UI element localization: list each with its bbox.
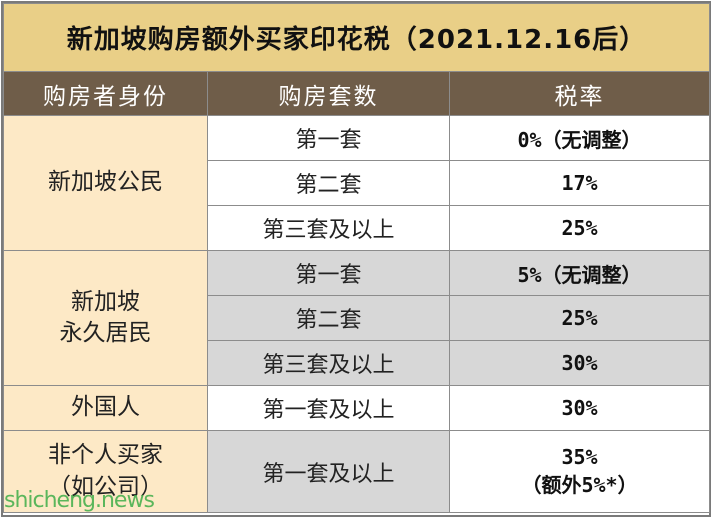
header-row: 购房者身份 购房套数 税率 [3, 71, 711, 116]
rate-cell: 30% [448, 385, 711, 431]
table-row: 第三套及以上 30% [4, 340, 711, 386]
rate-cell: 0%（无调整） [448, 115, 711, 161]
table-row: 非个人买家 （如公司） 第一套及以上 35% （额外5%*） [3, 430, 711, 513]
count-cell: 第三套及以上 [207, 205, 450, 251]
rate-line: 35% [561, 445, 598, 469]
title-row: 新加坡购房额外买家印花税（2021.12.16后） [2, 3, 711, 72]
identity-line: （如公司） [48, 473, 163, 500]
table-row: 第二套 17% [4, 160, 711, 206]
table-row: 第二套 25% [4, 295, 711, 341]
count-cell: 第一套及以上 [207, 385, 450, 431]
rate-cell: 35% （额外5%*） [448, 430, 711, 513]
identity-foreigner: 外国人 [3, 385, 208, 431]
count-cell: 第三套及以上 [207, 340, 450, 386]
identity-line: 非个人买家 [48, 442, 163, 469]
table-title: 新加坡购房额外买家印花税（2021.12.16后） [2, 3, 711, 72]
header-identity: 购房者身份 [3, 71, 208, 116]
rate-cell: 25% [448, 205, 711, 251]
identity-line: 新加坡 [71, 288, 140, 315]
identity-pr: 新加坡 永久居民 [3, 250, 208, 386]
count-cell: 第一套 [207, 250, 450, 296]
identity-citizen: 新加坡公民 [3, 115, 208, 251]
header-count: 购房套数 [207, 71, 450, 116]
identity-entity: 非个人买家 （如公司） [3, 430, 208, 513]
identity-line: 新加坡公民 [48, 169, 163, 196]
count-cell: 第一套及以上 [207, 430, 450, 513]
count-cell: 第一套 [207, 115, 450, 161]
rate-line: （额外5%*） [521, 473, 638, 497]
table-row: 外国人 第一套及以上 30% [3, 385, 711, 431]
identity-line: 永久居民 [59, 320, 152, 346]
rate-cell: 30% [448, 340, 711, 386]
rate-cell: 5%（无调整） [448, 250, 711, 296]
watermark-text: shicheng.news [4, 488, 155, 513]
identity-line: 外国人 [71, 394, 140, 421]
header-rate: 税率 [448, 71, 711, 116]
rate-cell: 25% [448, 295, 711, 341]
count-cell: 第二套 [207, 295, 450, 341]
count-cell: 第二套 [207, 160, 450, 206]
stamp-duty-table: 新加坡购房额外买家印花税（2021.12.16后） 购房者身份 购房套数 税率 … [2, 3, 711, 513]
table-row: 新加坡 永久居民 第一套 5%（无调整） [3, 250, 711, 386]
rate-cell: 17% [448, 160, 711, 206]
table-row: 新加坡公民 第一套 0%（无调整） [3, 115, 711, 251]
